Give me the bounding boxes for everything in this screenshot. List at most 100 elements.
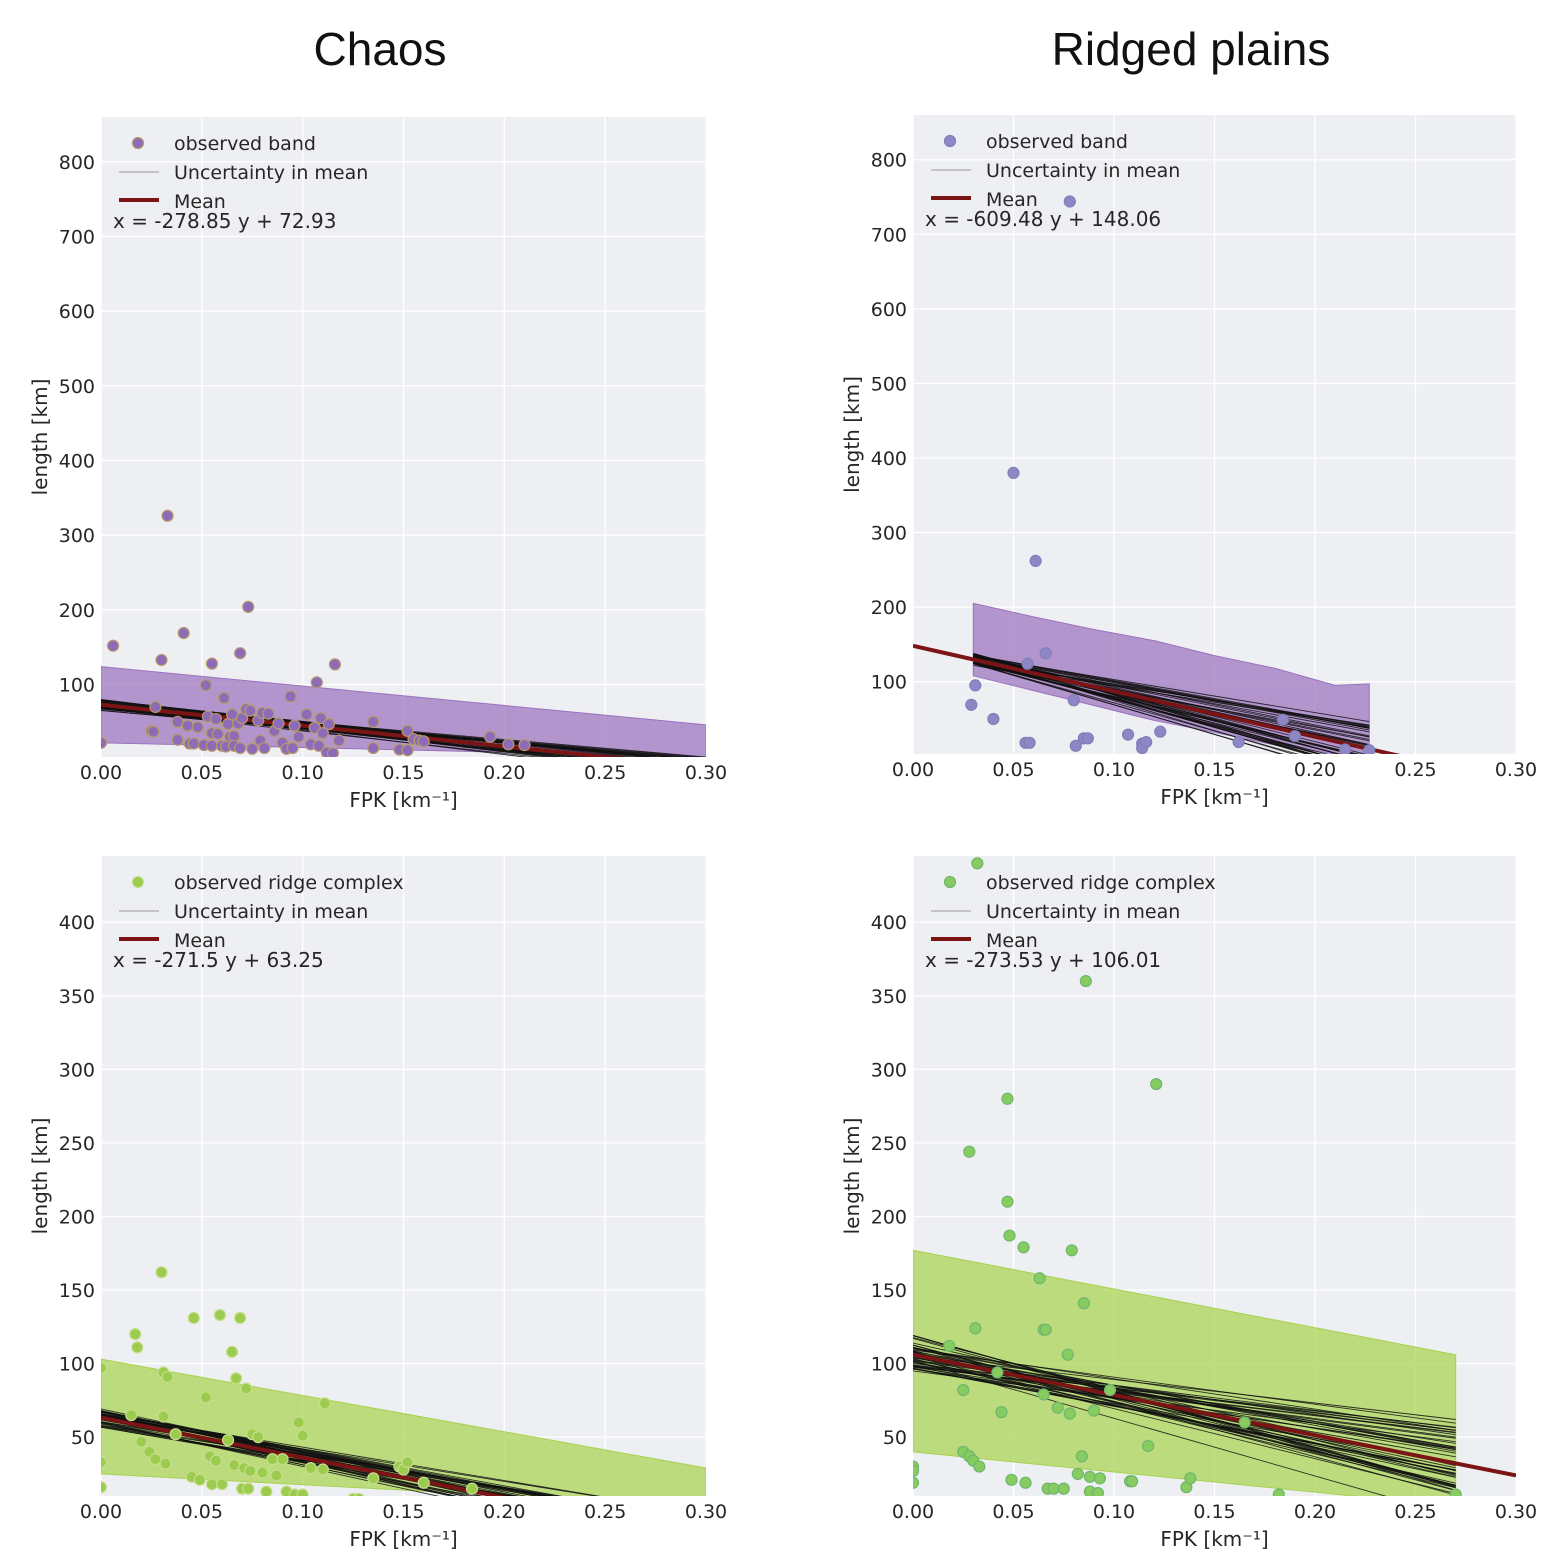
data-point [155,1266,168,1279]
data-point [304,1461,317,1475]
x-tick-label: 0.10 [1093,759,1135,781]
data-point [1238,1416,1251,1429]
mean-line [913,1352,1516,1478]
uncertainty-line [913,1364,1456,1438]
mean-line [913,643,1401,754]
uncertainty-line [973,657,1370,738]
x-tick-label: 0.15 [382,762,424,784]
equation-label: x = -271.5 y + 63.25 [113,948,324,972]
data-point [187,1311,200,1325]
y-tick-label: 800 [59,152,95,174]
data-point [213,1308,227,1322]
x-tick-label: 0.20 [483,762,525,784]
uncertainty-line [101,1422,457,1496]
data-point [296,1429,309,1442]
data-point [286,741,299,755]
data-point [1150,1077,1163,1091]
data-point [272,717,285,730]
y-tick-label: 200 [871,597,907,619]
legend-label: Uncertainty in mean [986,160,1180,182]
x-axis-label: FPK [km⁻¹] [349,1527,457,1551]
data-point [155,653,168,667]
data-point [284,690,297,703]
data-point [234,647,247,660]
y-tick-label: 150 [871,1280,907,1302]
data-point [131,1341,144,1354]
data-point [1069,739,1082,752]
data-point [171,715,184,729]
x-tick-label: 0.10 [282,762,324,784]
data-point [1121,728,1135,741]
uncertainty-line [973,663,1299,754]
data-point [1288,730,1302,743]
data-point [147,725,160,738]
data-point [1047,1482,1060,1495]
uncertainty-line [913,1345,1456,1486]
data-point [401,1456,414,1469]
data-point [159,1457,172,1470]
data-point [1071,1467,1084,1481]
y-tick-label: 700 [871,224,907,246]
data-point [314,712,327,725]
data-point [971,857,984,870]
data-point [129,1328,142,1341]
y-axis-label: length [km] [28,379,52,496]
data-point [217,691,231,705]
data-point [101,1361,108,1375]
data-point [292,730,305,743]
column-title-chaos: Chaos [313,23,447,75]
data-point [1093,1472,1107,1485]
x-tick-label: 0.30 [1495,1501,1537,1523]
data-point [1232,735,1245,749]
data-point [205,1478,219,1491]
data-point [234,741,247,755]
uncertainty-line [913,1355,1456,1436]
x-tick-label: 0.10 [282,1501,324,1523]
data-point [191,721,204,734]
x-tick-label: 0.00 [80,1501,122,1523]
legend-label: Uncertainty in mean [174,162,368,184]
data-point [225,1345,239,1358]
data-point [149,1453,162,1466]
data-point [318,1397,331,1410]
data-point [199,1391,212,1404]
data-point [230,1372,243,1385]
legend-label: Uncertainty in mean [174,901,368,923]
data-point [234,1311,247,1325]
data-point [205,739,219,752]
data-point [1007,466,1020,479]
y-axis-label: length [km] [840,1118,864,1235]
data-point [1449,1488,1462,1496]
y-tick-label: 250 [871,1133,907,1155]
data-point [157,1410,170,1423]
data-point [1142,1439,1155,1453]
uncertainty-line [913,1358,1456,1484]
data-point [367,741,380,755]
data-point [1001,1092,1014,1105]
data-point [417,1476,430,1489]
data-point [242,600,255,613]
data-point [987,712,1000,726]
uncertainty-line [101,1421,453,1496]
y-tick-label: 300 [871,1059,907,1081]
uncertainty-line [913,1335,1456,1491]
y-tick-label: 200 [59,1206,95,1228]
hdi-band [101,666,706,757]
y-tick-label: 600 [59,301,95,323]
x-axis-label: FPK [km⁻¹] [1160,1527,1268,1551]
data-point [209,1454,223,1467]
y-tick-label: 400 [59,912,95,934]
equation-label: x = -609.48 y + 148.06 [925,207,1161,231]
data-point [101,1481,108,1494]
data-point [1001,1195,1014,1208]
legend-label: Mean [174,191,226,213]
data-point [1083,1470,1096,1483]
legend-label: observed ridge complex [174,872,404,894]
x-tick-label: 0.05 [181,762,223,784]
panel-chaos-ridge: 0.00 0.05 0.10 0.15 0.20 0.25 0.30 50 100 150 200 2… [28,856,727,1551]
data-point [101,1456,108,1469]
data-point [1125,1475,1139,1488]
y-tick-label: 50 [71,1427,95,1449]
data-point [1075,1450,1088,1463]
data-point [367,715,380,729]
